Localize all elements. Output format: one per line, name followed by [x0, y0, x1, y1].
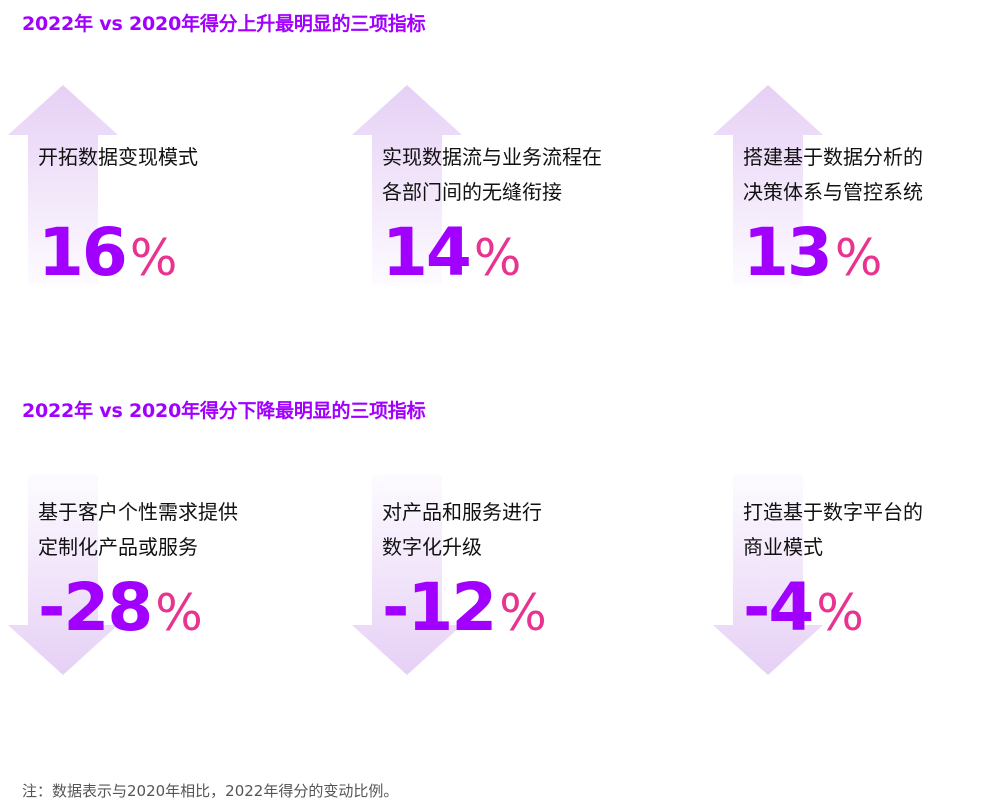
decrease-item-3: 打造基于数字平台的 商业模式 -4% [713, 475, 973, 675]
metric-label: 实现数据流与业务流程在 各部门间的无缝衔接 [382, 145, 602, 204]
decrease-item-1: 基于客户个性需求提供 定制化产品或服务 -28% [8, 475, 268, 675]
metric-value: -4% [743, 569, 864, 646]
metric-value: 14% [382, 214, 522, 291]
metric-value: -28% [38, 569, 203, 646]
increase-item-3: 搭建基于数据分析的 决策体系与管控系统 13% [713, 85, 973, 288]
metric-label: 开拓数据变现模式 [38, 145, 198, 169]
metric-value: 13% [743, 214, 883, 291]
metric-label: 打造基于数字平台的 商业模式 [743, 500, 923, 559]
decrease-item-2: 对产品和服务进行 数字化升级 -12% [352, 475, 612, 675]
down-arrow-icon [8, 475, 118, 675]
metric-label: 对产品和服务进行 数字化升级 [382, 500, 542, 559]
increase-section-title: 2022年 vs 2020年得分上升最明显的三项指标 [22, 13, 426, 35]
up-arrow-icon [8, 85, 118, 285]
down-arrow-icon [713, 475, 823, 675]
up-arrow-icon [352, 85, 462, 285]
metric-value: -12% [382, 569, 547, 646]
increase-item-2: 实现数据流与业务流程在 各部门间的无缝衔接 14% [352, 85, 612, 288]
up-arrow-icon [713, 85, 823, 285]
down-arrow-icon [352, 475, 462, 675]
metric-value: 16% [38, 214, 178, 291]
increase-item-1: 开拓数据变现模式 16% [8, 85, 268, 288]
metric-label: 基于客户个性需求提供 定制化产品或服务 [38, 500, 238, 559]
decrease-section-title: 2022年 vs 2020年得分下降最明显的三项指标 [22, 400, 426, 422]
metric-label: 搭建基于数据分析的 决策体系与管控系统 [743, 145, 923, 204]
footnote: 注：数据表示与2020年相比，2022年得分的变动比例。 [22, 782, 399, 800]
